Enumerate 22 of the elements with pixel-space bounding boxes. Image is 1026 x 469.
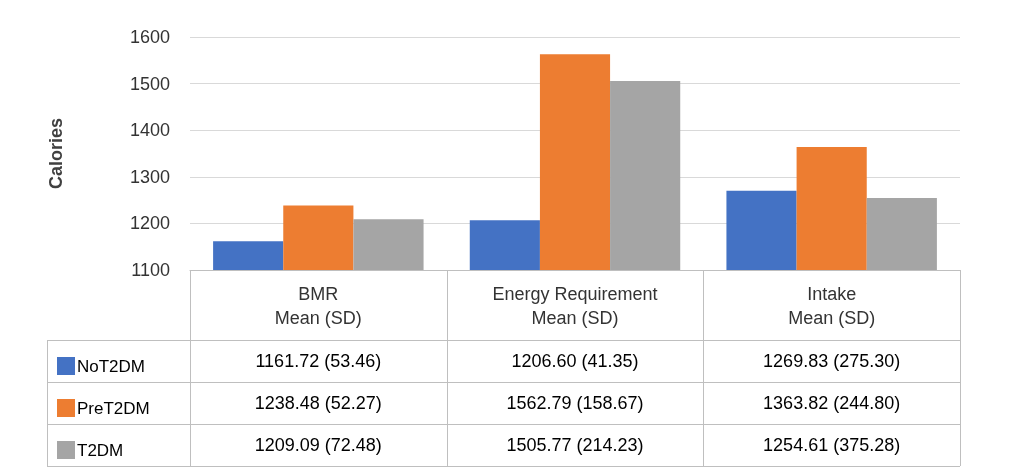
data-label: 1209.09 (72.48) bbox=[253, 434, 383, 457]
legend-label: NoT2DM bbox=[77, 356, 146, 376]
y-axis-title: Calories bbox=[46, 117, 66, 190]
data-label: 1562.79 (158.67) bbox=[505, 392, 645, 415]
y-tick-label: 1200 bbox=[129, 213, 170, 234]
legend-label: T2DM bbox=[77, 440, 124, 460]
x-tick-label: Energy Requirement Mean (SD) bbox=[492, 284, 658, 328]
x-tick-label: Intake Mean (SD) bbox=[788, 284, 876, 328]
y-tick-label: 1100 bbox=[131, 260, 170, 280]
data-label: 1206.60 (41.35) bbox=[510, 350, 640, 373]
data-label: 1254.61 (375.28) bbox=[762, 434, 902, 457]
y-tick-label: 1600 bbox=[129, 27, 170, 47]
y-tick-label: 1400 bbox=[129, 120, 170, 141]
data-label: 1161.72 (53.46) bbox=[254, 350, 383, 373]
data-label: 1505.77 (214.23) bbox=[505, 434, 645, 457]
data-label: 1269.83 (275.30) bbox=[762, 350, 902, 373]
y-tick-label: 1300 bbox=[129, 166, 170, 187]
y-tick-label: 1500 bbox=[129, 73, 170, 94]
x-tick-label: BMR Mean (SD) bbox=[274, 284, 362, 328]
data-label: 1238.48 (52.27) bbox=[253, 392, 383, 415]
data-label: 1363.82 (244.80) bbox=[762, 392, 902, 415]
legend-label: PreT2DM bbox=[77, 398, 150, 418]
